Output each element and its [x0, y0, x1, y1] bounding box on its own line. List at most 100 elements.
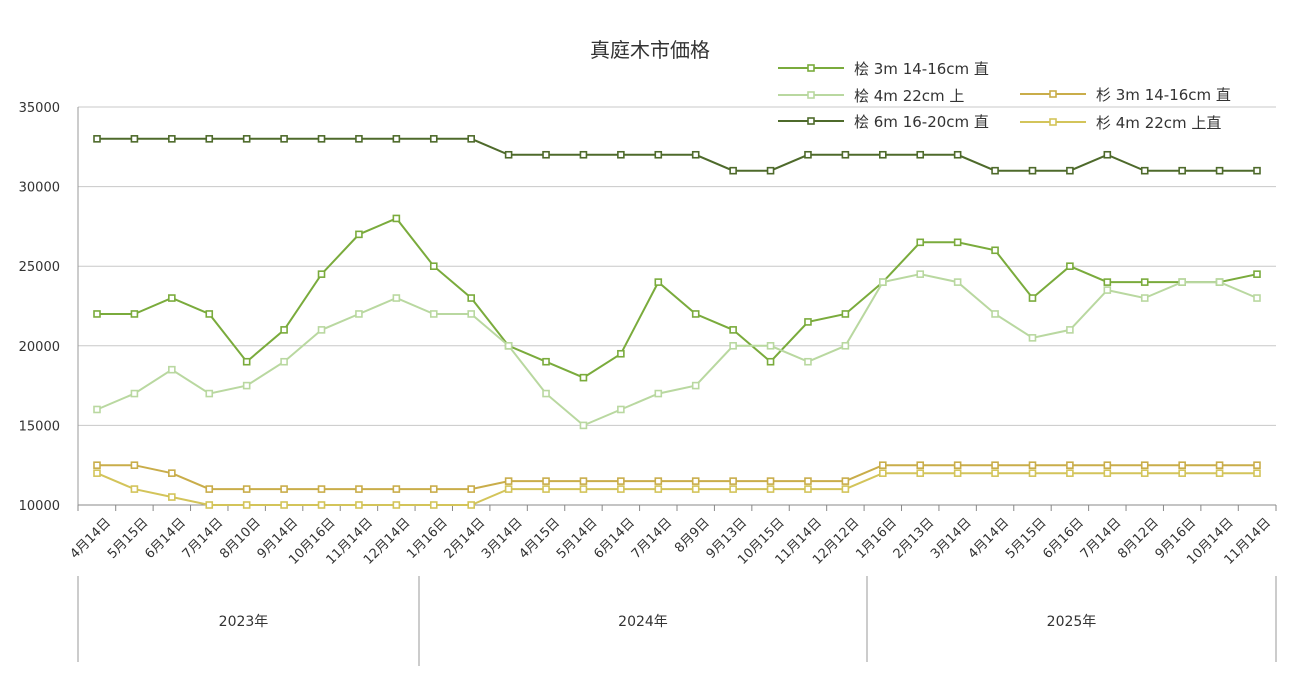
x-tick-label: 5月15日 [105, 515, 152, 562]
x-tick-label: 3月14日 [479, 515, 526, 562]
data-point [579, 485, 588, 493]
series-4 [93, 469, 1261, 509]
data-point [242, 485, 251, 493]
data-point [617, 349, 625, 358]
chart-title: 真庭木市価格 [590, 38, 710, 62]
legend-label: 桧 4m 22cm 上 [854, 87, 964, 105]
data-point [1066, 461, 1074, 470]
x-tick-label: 2月14日 [442, 515, 489, 562]
data-point [916, 270, 925, 278]
data-point [1140, 166, 1149, 175]
series-line [97, 464, 1257, 491]
data-point [1140, 294, 1149, 302]
data-point [93, 405, 101, 414]
data-point [1028, 294, 1037, 302]
legend-item: 桧 6m 16-20cm 直 [778, 113, 989, 131]
data-point [841, 485, 850, 493]
x-tick-label: 6月14日 [591, 515, 638, 562]
data-point [93, 135, 101, 143]
data-point [654, 485, 663, 493]
y-tick-label: 20000 [19, 340, 60, 355]
data-point [991, 246, 999, 255]
data-point [130, 389, 139, 398]
data-point [729, 477, 737, 485]
data-point [841, 341, 850, 350]
data-point [579, 477, 588, 485]
x-tick-label: 6月16日 [1040, 515, 1087, 562]
data-point [205, 501, 214, 509]
legend-marker [807, 117, 815, 125]
data-point [1215, 469, 1224, 477]
data-point [916, 461, 925, 470]
data-point [168, 135, 176, 143]
data-point [93, 461, 101, 470]
legend: 桧 3m 14-16cm 直桧 4m 22cm 上桧 6m 16-20cm 直 杉… [778, 60, 1231, 132]
data-point [542, 150, 550, 159]
data-point [766, 166, 775, 175]
x-tick-label: 4月15日 [517, 515, 564, 562]
x-tick-label: 7月14日 [1078, 515, 1125, 562]
data-point [1253, 461, 1261, 470]
data-point [953, 238, 962, 247]
x-tick-label: 7月14日 [629, 515, 676, 562]
data-point [467, 485, 475, 493]
series-2 [93, 135, 1261, 175]
y-tick-label: 10000 [19, 499, 60, 514]
data-point [1066, 326, 1074, 334]
data-point [879, 469, 887, 477]
y-tick-label: 25000 [19, 260, 60, 275]
data-point [841, 477, 850, 485]
data-point [242, 501, 251, 509]
data-point [953, 150, 962, 159]
series-0 [93, 214, 1261, 382]
data-point [804, 485, 812, 493]
data-point [1103, 461, 1112, 470]
data-point [1178, 469, 1186, 477]
data-point [729, 341, 737, 350]
year-label: 2023年 [219, 614, 269, 630]
data-point [1103, 278, 1112, 286]
data-point [879, 278, 887, 286]
y-axis: 10000 15000 20000 25000 30000 35000 [19, 101, 79, 514]
data-point [242, 357, 251, 366]
legend-item: 桧 3m 14-16cm 直 [778, 60, 989, 78]
data-point [1140, 278, 1149, 286]
year-groups: 2023年 2024年 2025年 [77, 576, 1277, 666]
data-point [392, 501, 401, 509]
series-line [97, 137, 1257, 172]
series-lines [93, 135, 1261, 509]
data-point [1028, 461, 1037, 470]
data-point [916, 238, 925, 247]
data-point [168, 294, 176, 302]
data-point [392, 294, 401, 302]
data-point [205, 389, 214, 398]
data-point [1028, 469, 1037, 477]
data-point [691, 477, 700, 485]
data-point [317, 135, 326, 143]
x-tick-label: 4月14日 [966, 515, 1013, 562]
data-point [766, 485, 775, 493]
data-point [504, 341, 513, 350]
data-point [617, 485, 625, 493]
year-label: 2025年 [1047, 614, 1097, 630]
data-point [579, 421, 588, 430]
data-point [467, 501, 475, 509]
series-1 [93, 270, 1261, 430]
x-tick-label: 7月14日 [180, 515, 227, 562]
legend-item: 杉 3m 14-16cm 直 [1020, 86, 1231, 104]
data-point [617, 405, 625, 414]
data-point [617, 477, 625, 485]
legend-item: 桧 4m 22cm 上 [778, 87, 964, 105]
data-point [691, 150, 700, 159]
data-point [168, 493, 176, 501]
x-tick-label: 1月16日 [404, 515, 451, 562]
data-point [205, 485, 214, 493]
data-point [130, 485, 139, 493]
data-point [1066, 469, 1074, 477]
data-point [916, 469, 925, 477]
data-point [1253, 270, 1261, 278]
legend-marker [1049, 118, 1057, 126]
data-point [691, 381, 700, 390]
data-point [1066, 166, 1074, 175]
